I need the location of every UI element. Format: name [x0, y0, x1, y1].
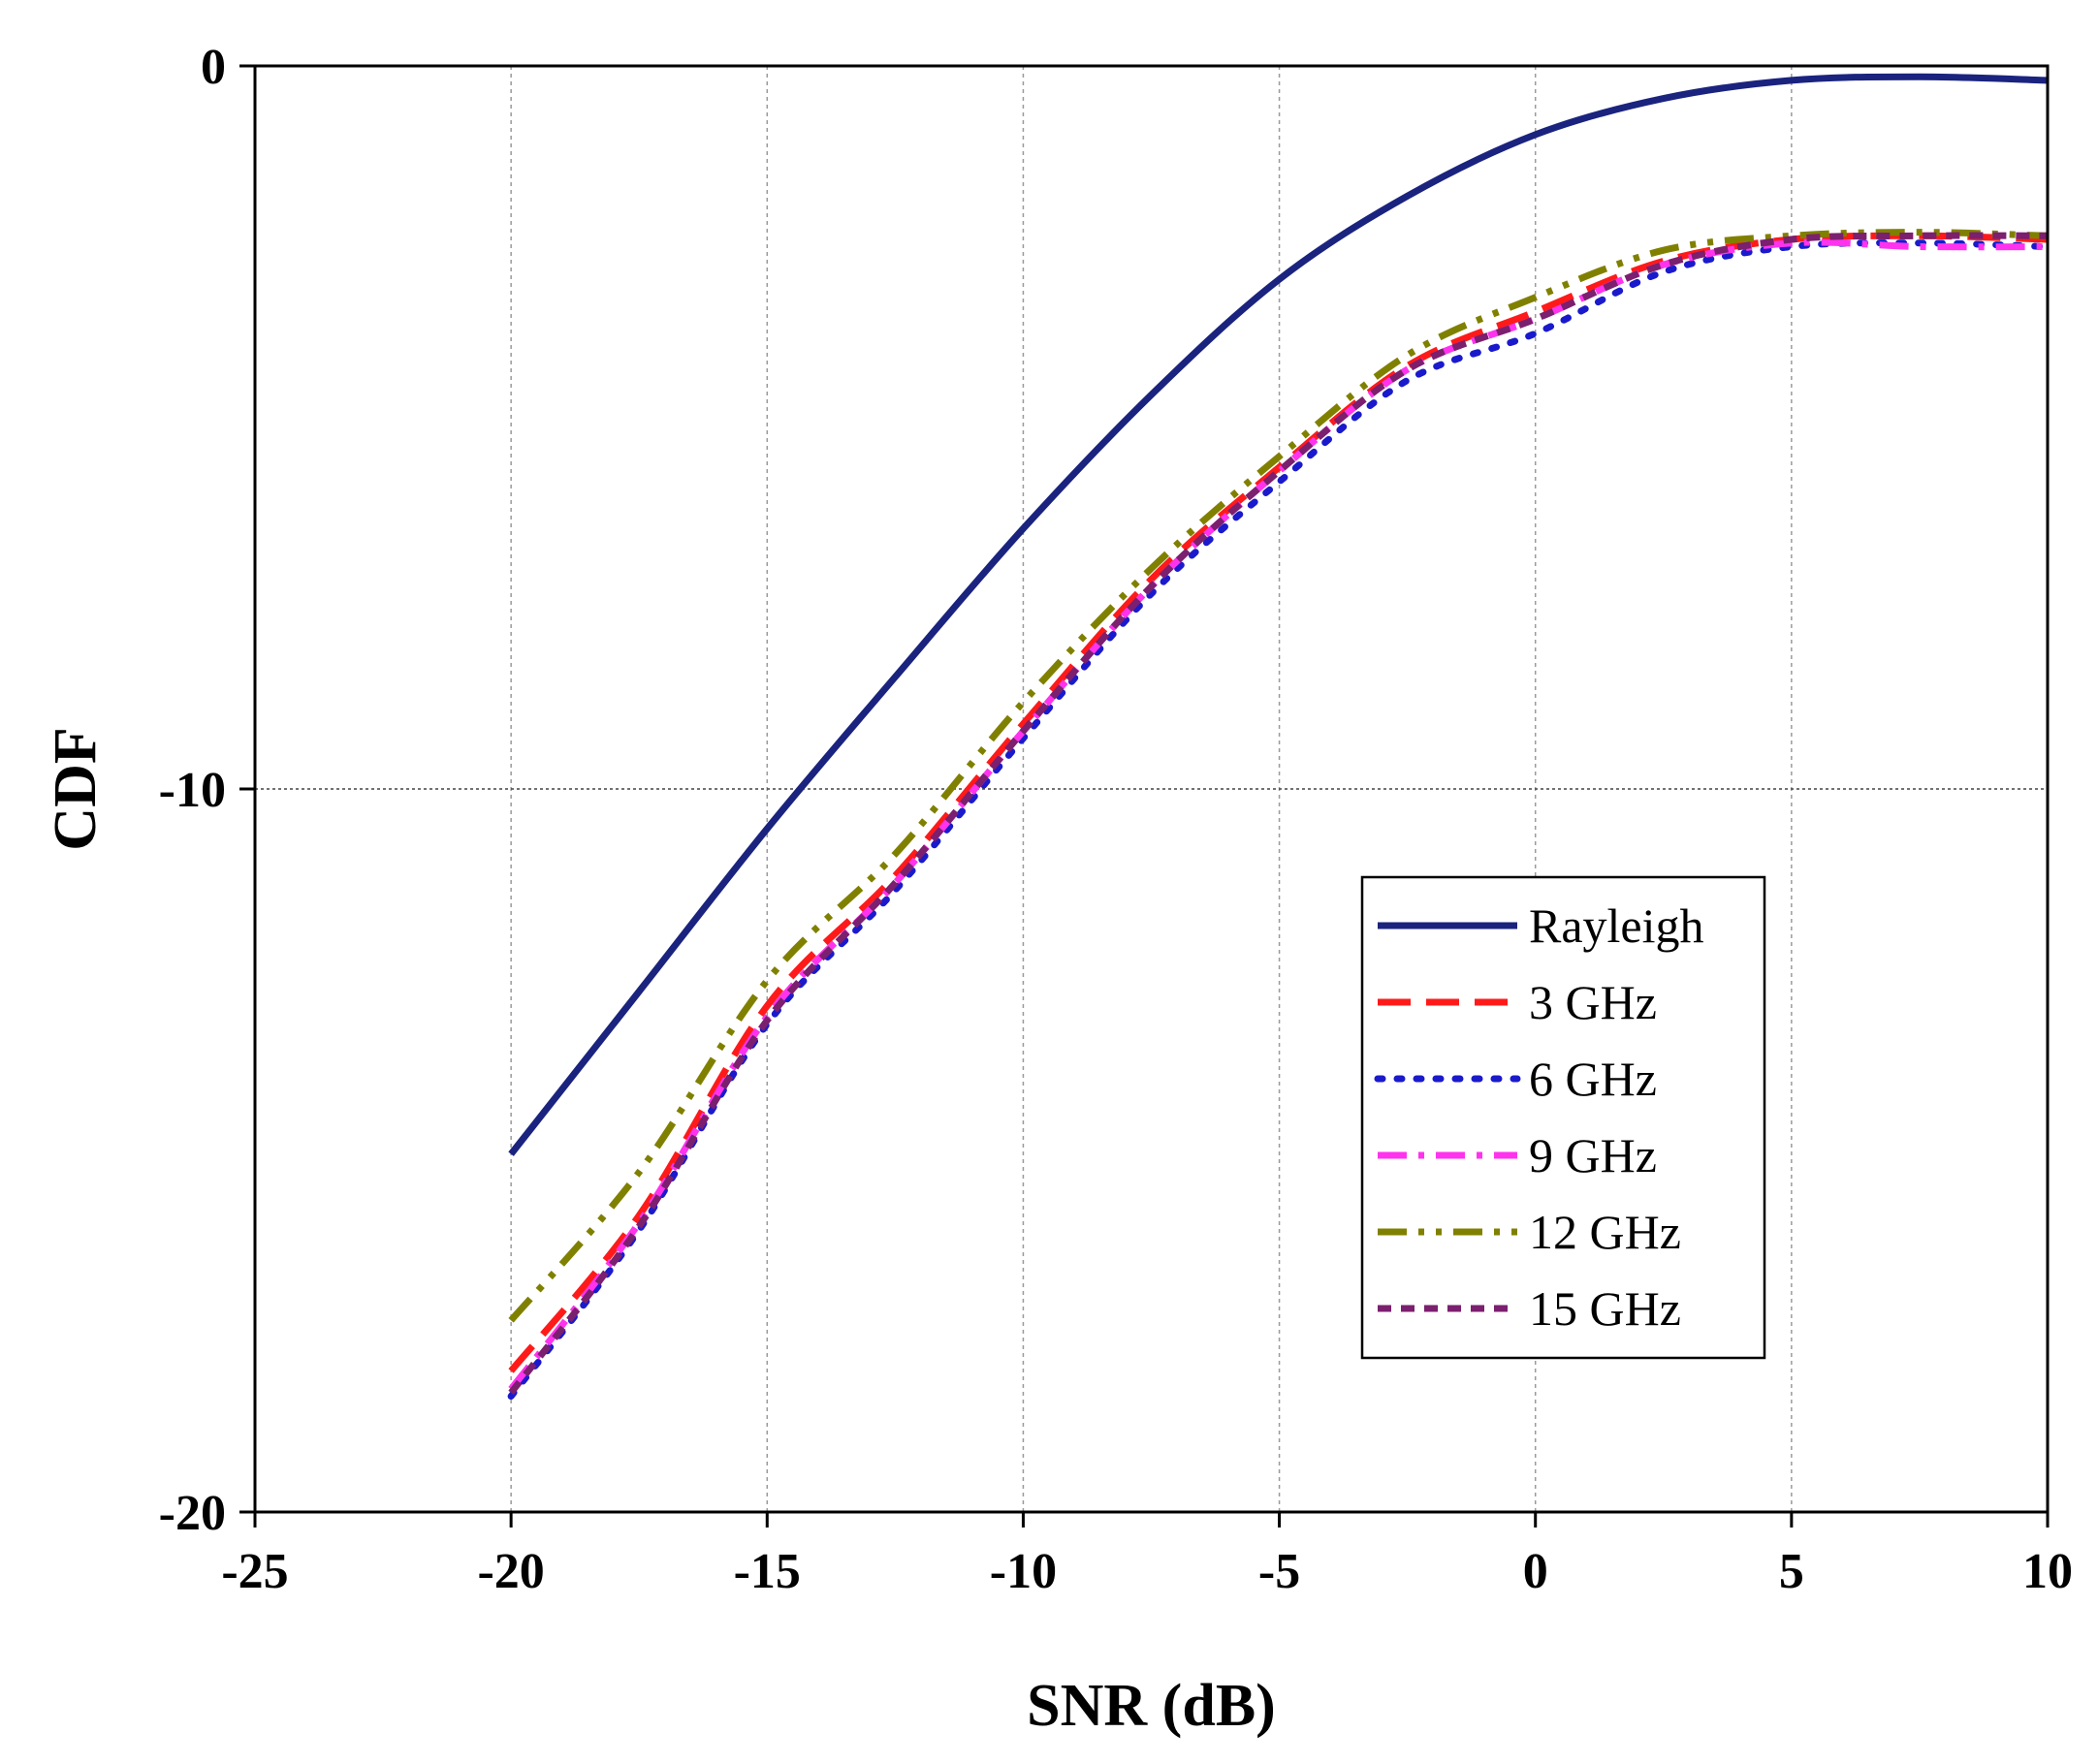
- series-line-rayleigh: [508, 73, 2049, 1156]
- legend-label: Rayleigh: [1529, 898, 1704, 953]
- x-tick-label: 0: [1523, 1544, 1548, 1599]
- legend-label: 3 GHz: [1529, 975, 1657, 1029]
- legend-label: 6 GHz: [1529, 1052, 1657, 1106]
- x-tick-label: 5: [1779, 1544, 1804, 1599]
- series-line-3-ghz: [508, 232, 2049, 1373]
- x-axis-title: SNR (dB): [1027, 1673, 1276, 1739]
- x-tick-label: -25: [221, 1544, 288, 1599]
- legend-label: 12 GHz: [1529, 1205, 1681, 1259]
- y-tick-label: -20: [159, 1486, 226, 1541]
- series-line-15-ghz: [508, 232, 2049, 1396]
- series-line-6-ghz: [507, 239, 2051, 1401]
- series-lines: [507, 73, 2051, 1401]
- x-tick-label: 10: [2022, 1544, 2073, 1599]
- x-tick-label: -15: [734, 1544, 801, 1599]
- series-line-12-ghz: [508, 229, 2049, 1323]
- grid-lines: [255, 66, 2048, 1512]
- legend-box: [1360, 875, 1766, 1360]
- x-tick-label: -10: [990, 1544, 1057, 1599]
- legend-label: 15 GHz: [1529, 1281, 1681, 1336]
- y-tick-label: -10: [159, 763, 226, 818]
- x-tick-label: -20: [477, 1544, 544, 1599]
- axis-ticks: -25 -20 -15 -10 -5 0 5 10-20-100: [159, 40, 2073, 1599]
- y-tick-label: 0: [201, 40, 226, 95]
- y-axis-title: CDF: [43, 727, 109, 850]
- x-tick-label: -5: [1258, 1544, 1300, 1599]
- legend: Rayleigh 3 GHz 6 GHz 9 GHz 12 GHz 15 GHz: [1360, 875, 1766, 1360]
- legend-label: 9 GHz: [1529, 1128, 1657, 1182]
